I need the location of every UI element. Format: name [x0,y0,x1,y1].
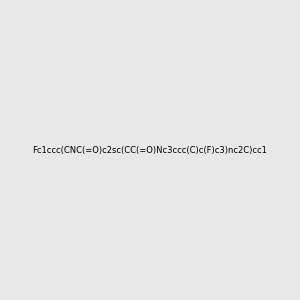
Text: Fc1ccc(CNC(=O)c2sc(CC(=O)Nc3ccc(C)c(F)c3)nc2C)cc1: Fc1ccc(CNC(=O)c2sc(CC(=O)Nc3ccc(C)c(F)c3… [33,146,267,154]
